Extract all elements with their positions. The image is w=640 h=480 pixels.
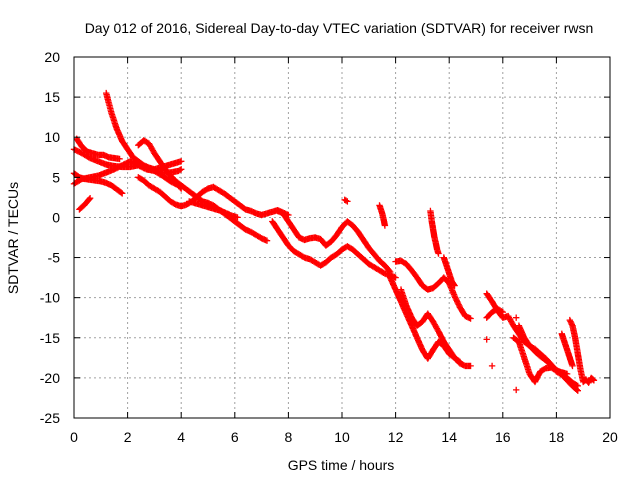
series-track-15 [376, 202, 389, 229]
y-tick-label: -5 [48, 250, 61, 266]
point-markers [440, 254, 458, 289]
series-track-10 [274, 207, 394, 276]
point-markers [103, 89, 185, 173]
series-track-17 [440, 254, 458, 289]
y-tick-label: 5 [52, 169, 60, 185]
point-markers [76, 195, 94, 213]
x-tick-label: 2 [124, 429, 132, 445]
series-track-12 [392, 257, 474, 322]
data-points [70, 89, 598, 394]
y-tick-label: -20 [40, 370, 60, 386]
series-track-5 [103, 89, 185, 173]
x-tick-label: 0 [70, 429, 78, 445]
series-track-25 [483, 314, 520, 394]
series-track-16 [427, 207, 442, 257]
chart-title: Day 012 of 2016, Sidereal Day-to-day VTE… [85, 20, 594, 36]
y-tick-label: 20 [44, 49, 60, 65]
y-axis-label: SDTVAR / TECUs [5, 182, 21, 294]
point-markers [392, 257, 474, 322]
series-track-23 [566, 316, 598, 386]
series-track-22 [515, 322, 581, 390]
y-tick-label: 15 [44, 89, 60, 105]
x-tick-label: 14 [441, 429, 457, 445]
point-markers [566, 316, 598, 386]
point-markers [427, 207, 442, 257]
y-tick-label: -25 [40, 410, 60, 426]
x-tick-label: 16 [495, 429, 511, 445]
point-markers [269, 218, 399, 281]
x-tick-label: 20 [602, 429, 618, 445]
point-markers [186, 198, 241, 221]
series-track-18 [341, 196, 351, 205]
series-track-11 [269, 218, 399, 281]
point-markers [483, 305, 506, 321]
x-axis: 0 2 4 6 8 10 12 14 16 18 20 [70, 57, 618, 445]
point-markers [73, 135, 123, 163]
series-track-24 [558, 330, 576, 370]
y-tick-label: -10 [40, 290, 60, 306]
x-tick-label: 4 [177, 429, 185, 445]
y-tick-label: 10 [44, 129, 60, 145]
y-axis: 20 15 10 5 0 -5 -10 -15 -20 -25 [40, 49, 610, 426]
point-markers [274, 207, 394, 276]
x-tick-label: 18 [549, 429, 565, 445]
x-tick-label: 6 [231, 429, 239, 445]
x-axis-label: GPS time / hours [288, 457, 395, 473]
point-markers [483, 314, 520, 394]
point-markers [135, 174, 292, 219]
x-tick-label: 8 [285, 429, 293, 445]
series-track-7 [135, 174, 292, 219]
series-track-9 [76, 195, 94, 213]
point-markers [397, 286, 474, 370]
series-track-20 [483, 305, 506, 321]
grid-lines [74, 57, 610, 418]
y-tick-label: -15 [40, 330, 60, 346]
x-tick-label: 12 [388, 429, 404, 445]
point-markers [515, 322, 581, 390]
x-tick-label: 10 [334, 429, 350, 445]
series-track-4 [73, 135, 123, 163]
y-tick-label: 0 [52, 209, 60, 225]
series-track-14 [397, 286, 474, 370]
point-markers [376, 202, 389, 229]
point-markers [558, 330, 576, 370]
series-track-8 [186, 198, 241, 221]
point-markers [341, 196, 351, 205]
